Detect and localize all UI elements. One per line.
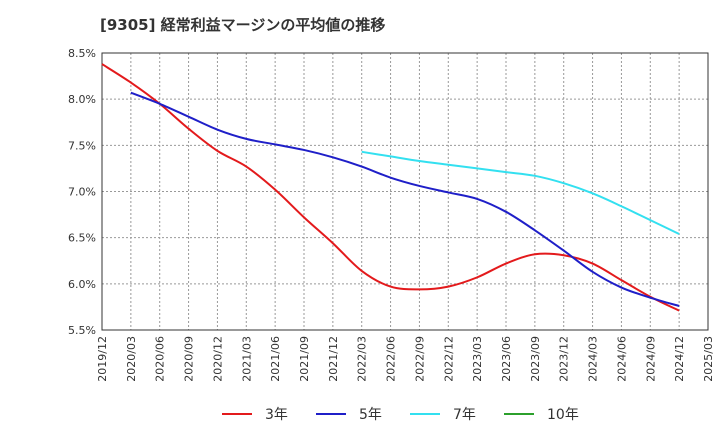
legend-label-3: 7年	[453, 407, 476, 423]
plot-area-frame	[101, 52, 709, 331]
x-tick-label: 2022/12	[442, 336, 455, 382]
series-line-1	[101, 63, 680, 312]
x-tick-label: 2020/12	[211, 336, 224, 382]
x-tick-label: 2023/03	[471, 336, 484, 382]
x-tick-label: 2024/09	[644, 336, 657, 382]
series-layer	[101, 63, 680, 312]
y-tick-label: 5.5%	[68, 324, 96, 337]
x-tick-label: 2021/09	[298, 336, 311, 382]
legend-layer: 3年 5年 7年 10年	[222, 407, 579, 423]
x-tick-label: 2023/09	[529, 336, 542, 382]
x-tick-label: 2021/06	[269, 336, 282, 382]
x-tick-label: 2022/09	[413, 336, 426, 382]
axis-layer: 5.5% 6.0% 6.5% 7.0% 7.5% 8.0% 8.5% 2019/12 2020/…	[68, 47, 715, 382]
x-tick-label: 2021/12	[327, 336, 340, 382]
x-tick-label: 2021/03	[240, 336, 253, 382]
x-tick-label: 2019/12	[96, 336, 109, 382]
y-tick-label: 6.5%	[68, 232, 96, 245]
grid-layer	[102, 53, 708, 330]
chart-title: [9305] 経常利益マージンの平均値の推移	[100, 16, 386, 34]
x-tick-label: 2020/09	[183, 336, 196, 382]
x-tick-label: 2022/03	[356, 336, 369, 382]
x-tick-label: 2020/06	[154, 336, 167, 382]
y-tick-label: 7.5%	[68, 139, 96, 152]
x-tick-label: 2023/12	[558, 336, 571, 382]
x-tick-label: 2025/03	[702, 336, 715, 382]
y-tick-label: 8.0%	[68, 93, 96, 106]
series-line-2	[130, 91, 680, 307]
legend-label-4: 10年	[547, 407, 579, 423]
legend-label-2: 5年	[359, 407, 382, 423]
x-tick-label: 2020/03	[125, 336, 138, 382]
x-tick-label: 2024/03	[587, 336, 600, 382]
legend-label-1: 3年	[265, 407, 288, 423]
y-tick-label: 7.0%	[68, 186, 96, 199]
y-tick-label: 8.5%	[68, 47, 96, 60]
x-tick-label: 2024/06	[615, 336, 628, 382]
x-tick-label: 2023/06	[500, 336, 513, 382]
x-tick-label: 2024/12	[673, 336, 686, 382]
x-tick-label: 2022/06	[385, 336, 398, 382]
series-line-3	[361, 150, 680, 235]
y-tick-label: 6.0%	[68, 278, 96, 291]
